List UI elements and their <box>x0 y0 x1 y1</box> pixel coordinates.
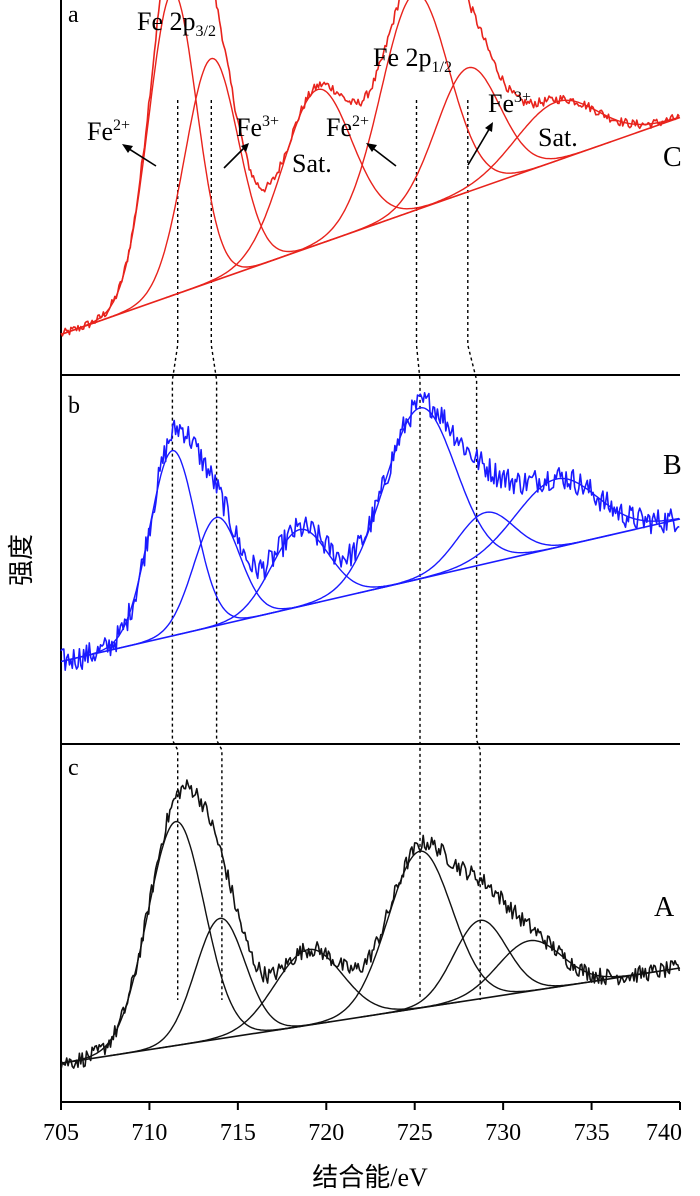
x-tick-label-735: 735 <box>574 1120 610 1146</box>
component-a-4 <box>263 0 567 265</box>
component-a-6 <box>372 99 680 226</box>
sample-letter-A: A <box>654 892 675 923</box>
arrow-fe2-left <box>125 146 157 167</box>
panel-letter-a: a <box>68 2 79 28</box>
component-a-3 <box>165 88 469 299</box>
component-c-2 <box>108 917 332 1057</box>
sample-letter-B: B <box>663 450 682 481</box>
annotation-fe2-left: Fe2+ <box>87 117 130 146</box>
guide-line-1 <box>171 100 179 1000</box>
component-b-3 <box>172 528 428 637</box>
annotation-fe-2p12: Fe 2p1/2 <box>373 43 452 76</box>
component-c-1 <box>60 820 304 1064</box>
arrow-fe3-right <box>467 125 492 166</box>
x-axis-label: 结合能/eV <box>312 1163 428 1192</box>
annotation-fe3-right: Fe3+ <box>488 89 531 118</box>
guide-line-3 <box>415 100 421 1000</box>
raw-spectrum-c <box>60 779 681 1070</box>
component-b-2 <box>113 516 321 651</box>
component-b-5 <box>357 511 613 594</box>
spectrum-panel-c <box>60 779 681 1070</box>
x-ticks: 705 710 715 720 725 730 735 740 <box>43 1102 682 1146</box>
component-a-5 <box>324 66 612 243</box>
spectrum-panel-b <box>60 392 681 671</box>
spectrum-panel-a <box>60 0 681 337</box>
component-c-6 <box>386 939 674 1014</box>
raw-spectrum-b <box>60 392 680 671</box>
component-c-3 <box>157 948 460 1050</box>
component-c-5 <box>360 919 600 1018</box>
x-tick-label-710: 710 <box>131 1120 167 1146</box>
guide-line-4 <box>467 100 481 1000</box>
x-tick-label-730: 730 <box>485 1120 521 1146</box>
component-a-2 <box>91 57 331 325</box>
arrow-fe2-right <box>369 145 397 167</box>
x-tick-label-725: 725 <box>397 1120 433 1146</box>
panel-letter-c: c <box>68 755 79 781</box>
raw-spectrum-a <box>60 0 680 337</box>
component-a-1 <box>64 0 280 334</box>
panel-letter-b: b <box>68 393 80 419</box>
guide-lines <box>171 100 481 1000</box>
y-axis-label: 强度 <box>7 534 36 586</box>
spectra <box>60 0 681 1070</box>
arrow-fe3-right-head <box>485 122 493 132</box>
x-tick-label-720: 720 <box>308 1120 344 1146</box>
annotation-sat-right: Sat. <box>538 123 578 152</box>
arrow-fe2-right-head <box>366 143 377 152</box>
component-b-1 <box>68 449 277 661</box>
component-b-6 <box>373 477 680 591</box>
arrow-fe3-left-head <box>241 143 249 152</box>
annotation-sat-left: Sat. <box>292 149 332 178</box>
x-tick-label-740: 740 <box>646 1120 682 1146</box>
annotation-arrows <box>122 122 493 169</box>
component-b-4 <box>260 407 580 617</box>
guide-line-2 <box>210 100 223 1000</box>
annotation-fe3-left: Fe3+ <box>236 113 279 142</box>
arrow-fe3-left <box>223 145 247 169</box>
x-tick-label-715: 715 <box>220 1120 256 1146</box>
annotation-fe-2p32: Fe 2p3/2 <box>137 7 216 40</box>
x-tick-label-705: 705 <box>43 1120 79 1146</box>
sample-letter-C: C <box>663 142 682 173</box>
annotation-fe2-right: Fe2+ <box>326 113 369 142</box>
arrow-fe2-left-head <box>122 144 133 153</box>
